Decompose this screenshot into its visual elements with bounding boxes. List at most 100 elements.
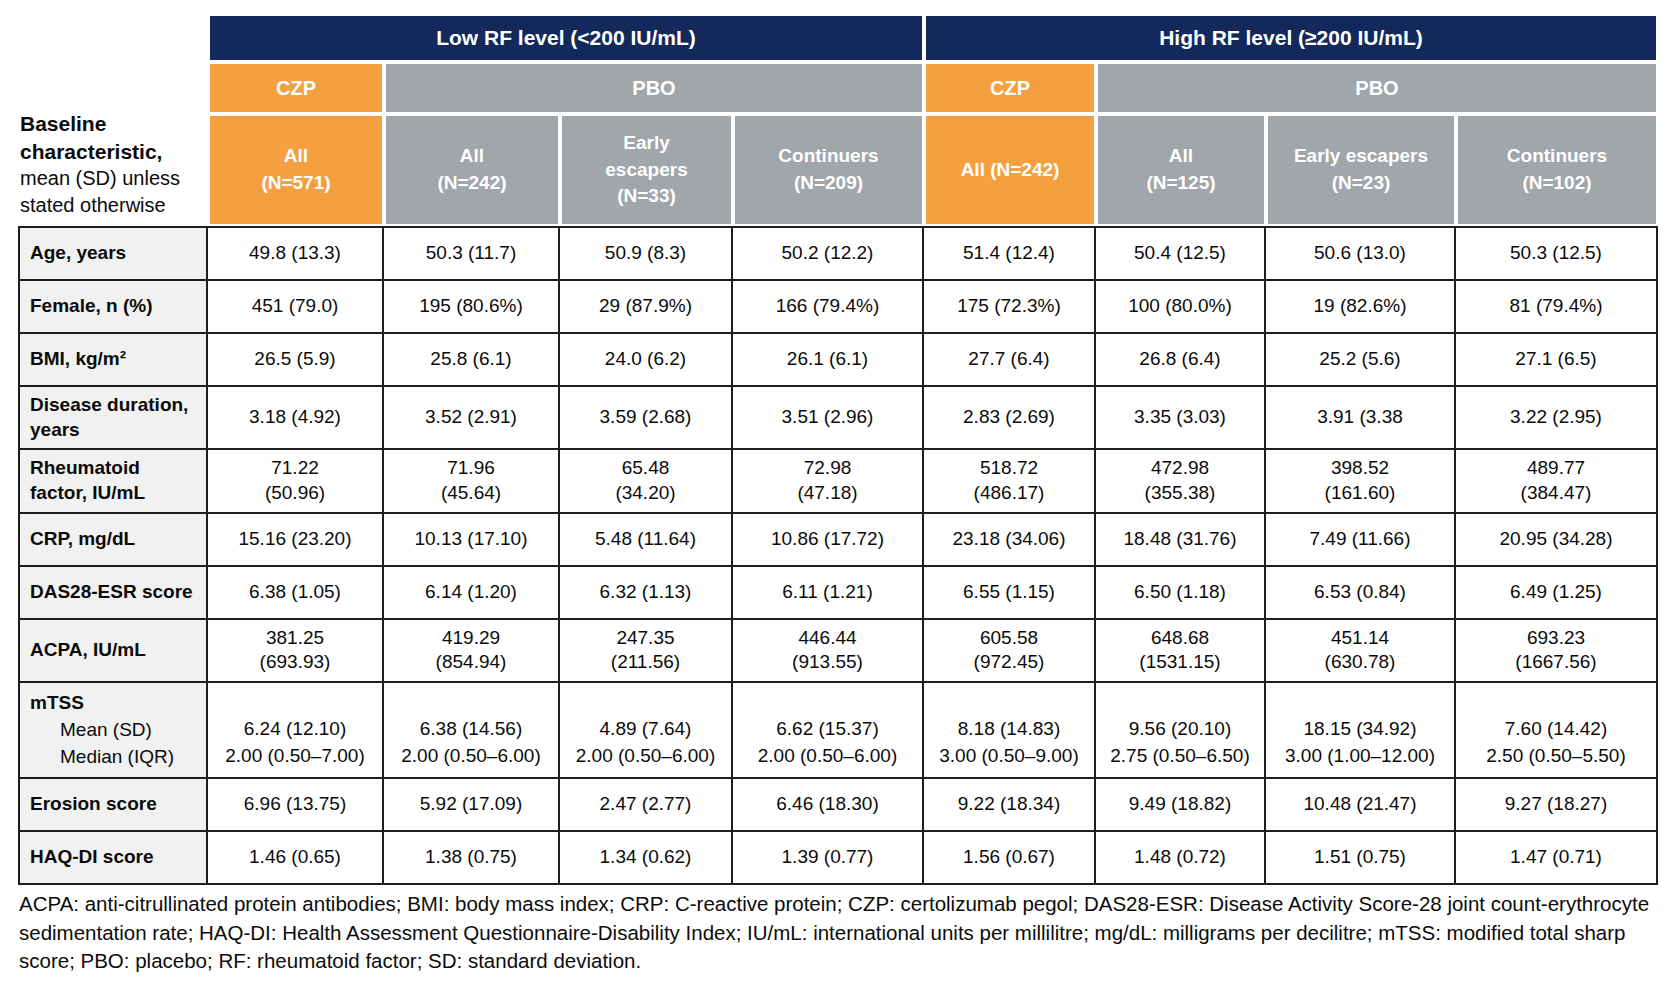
column-header-pbo-all-low: All (N=242) [384,114,560,226]
data-cell: 6.32 (1.13) [560,567,733,618]
data-cell: 50.4 (12.5) [1096,228,1266,279]
data-cell: 10.86 (17.72) [733,514,924,565]
treatment-header-pbo-high: PBO [1096,62,1658,114]
data-cell: 25.8 (6.1) [384,334,560,385]
row-label: ACPA, IU/mL [20,620,208,681]
group-header-low-rf: Low RF level (<200 IU/mL) [208,14,924,62]
abbreviations-footnote: ACPA: anti-citrullinated protein antibod… [19,890,1671,976]
table-row: HAQ-DI score1.46 (0.65)1.38 (0.75)1.34 (… [20,832,1656,883]
data-cell: 100 (80.0%) [1096,281,1266,332]
table-row: Erosion score6.96 (13.75)5.92 (17.09)2.4… [20,779,1656,832]
data-cell: 518.72 (486.17) [924,450,1096,511]
data-cell: 50.9 (8.3) [560,228,733,279]
data-cell: 2.47 (2.77) [560,779,733,830]
data-cell: 6.11 (1.21) [733,567,924,618]
data-cell: 20.95 (34.28) [1456,514,1656,565]
data-cell: 693.23 (1667.56) [1456,620,1656,681]
data-cell: 71.96 (45.64) [384,450,560,511]
data-cell: 26.8 (6.4) [1096,334,1266,385]
data-cell: 24.0 (6.2) [560,334,733,385]
table-row: DAS28-ESR score6.38 (1.05)6.14 (1.20)6.3… [20,567,1656,620]
data-cell: 3.52 (2.91) [384,387,560,448]
table-body: Age, years49.8 (13.3)50.3 (11.7)50.9 (8.… [18,226,1658,885]
data-cell: 50.6 (13.0) [1266,228,1456,279]
data-cell: 166 (79.4%) [733,281,924,332]
corner-header-bold: Baseline characteristic, [20,110,204,165]
data-cell: 81 (79.4%) [1456,281,1656,332]
data-cell: 451.14 (630.78) [1266,620,1456,681]
column-header-early-escapers-high: Early escapers (N=23) [1266,114,1456,226]
data-cell: 50.2 (12.2) [733,228,924,279]
data-cell: 10.48 (21.47) [1266,779,1456,830]
data-cell: 9.49 (18.82) [1096,779,1266,830]
data-cell: 195 (80.6%) [384,281,560,332]
data-cell: 1.46 (0.65) [208,832,384,883]
treatment-header-czp-high: CZP [924,62,1096,114]
data-cell: 15.16 (23.20) [208,514,384,565]
data-cell: 29 (87.9%) [560,281,733,332]
data-cell: 19 (82.6%) [1266,281,1456,332]
data-cell: 398.52 (161.60) [1266,450,1456,511]
data-cell: 3.91 (3.38 [1266,387,1456,448]
data-cell: 6.38 (14.56) 2.00 (0.50–6.00) [384,683,560,777]
data-cell: 1.34 (0.62) [560,832,733,883]
column-header-early-escapers-low: Early escapers (N=33) [560,114,733,226]
column-header-continuers-low: Continuers (N=209) [733,114,924,226]
data-cell: 451 (79.0) [208,281,384,332]
data-cell: 23.18 (34.06) [924,514,1096,565]
table-row: Rheumatoid factor, IU/mL71.22 (50.96)71.… [20,450,1656,513]
data-cell: 648.68 (1531.15) [1096,620,1266,681]
row-label: Rheumatoid factor, IU/mL [20,450,208,511]
column-header-continuers-high: Continuers (N=102) [1456,114,1658,226]
data-cell: 7.60 (14.42) 2.50 (0.50–5.50) [1456,683,1656,777]
table-row: Age, years49.8 (13.3)50.3 (11.7)50.9 (8.… [20,228,1656,281]
data-cell: 1.38 (0.75) [384,832,560,883]
row-label: DAS28-ESR score [20,567,208,618]
data-cell: 605.58 (972.45) [924,620,1096,681]
data-cell: 6.53 (0.84) [1266,567,1456,618]
data-cell: 6.62 (15.37) 2.00 (0.50–6.00) [733,683,924,777]
data-cell: 1.47 (0.71) [1456,832,1656,883]
data-cell: 9.56 (20.10) 2.75 (0.50–6.50) [1096,683,1266,777]
row-label: Erosion score [20,779,208,830]
data-cell: 247.35 (211.56) [560,620,733,681]
row-label: Female, n (%) [20,281,208,332]
data-cell: 8.18 (14.83) 3.00 (0.50–9.00) [924,683,1096,777]
column-header-pbo-all-high: All (N=125) [1096,114,1266,226]
data-cell: 1.48 (0.72) [1096,832,1266,883]
data-cell: 6.96 (13.75) [208,779,384,830]
data-cell: 6.46 (18.30) [733,779,924,830]
row-label: Disease duration, years [20,387,208,448]
table-header: Baseline characteristic, mean (SD) unles… [18,14,1658,226]
data-cell: 6.24 (12.10) 2.00 (0.50–7.00) [208,683,384,777]
data-cell: 419.29 (854.94) [384,620,560,681]
data-cell: 18.48 (31.76) [1096,514,1266,565]
baseline-characteristics-table: Baseline characteristic, mean (SD) unles… [18,14,1658,976]
data-cell: 7.49 (11.66) [1266,514,1456,565]
data-cell: 6.50 (1.18) [1096,567,1266,618]
row-label: CRP, mg/dL [20,514,208,565]
data-cell: 27.1 (6.5) [1456,334,1656,385]
column-header-czp-all-low: All (N=571) [208,114,384,226]
table-row: Female, n (%)451 (79.0)195 (80.6%)29 (87… [20,281,1656,334]
data-cell: 3.51 (2.96) [733,387,924,448]
data-cell: 9.22 (18.34) [924,779,1096,830]
data-cell: 446.44 (913.55) [733,620,924,681]
treatment-header-czp-low: CZP [208,62,384,114]
table-row: BMI, kg/m²26.5 (5.9)25.8 (6.1)24.0 (6.2)… [20,334,1656,387]
data-cell: 6.38 (1.05) [208,567,384,618]
data-cell: 4.89 (7.64) 2.00 (0.50–6.00) [560,683,733,777]
row-label: mTSSMean (SD)Median (IQR) [20,683,208,777]
table-row: CRP, mg/dL15.16 (23.20)10.13 (17.10)5.48… [20,514,1656,567]
data-cell: 71.22 (50.96) [208,450,384,511]
data-cell: 1.39 (0.77) [733,832,924,883]
data-cell: 49.8 (13.3) [208,228,384,279]
data-cell: 2.83 (2.69) [924,387,1096,448]
data-cell: 9.27 (18.27) [1456,779,1656,830]
table-row: mTSSMean (SD)Median (IQR)6.24 (12.10) 2.… [20,683,1656,779]
data-cell: 3.35 (3.03) [1096,387,1266,448]
corner-header-note: mean (SD) unless stated otherwise [20,165,204,218]
data-cell: 27.7 (6.4) [924,334,1096,385]
data-cell: 3.22 (2.95) [1456,387,1656,448]
table-row: ACPA, IU/mL381.25 (693.93)419.29 (854.94… [20,620,1656,683]
